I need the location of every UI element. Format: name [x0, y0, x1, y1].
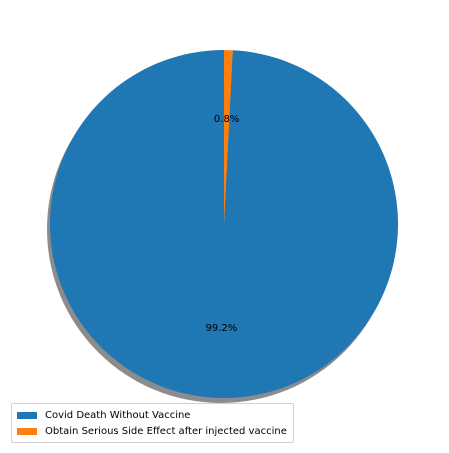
- legend-label-covid-death: Covid Death Without Vaccine: [45, 409, 191, 421]
- legend-swatch-covid-death: [17, 411, 37, 419]
- legend-label-side-effect: Obtain Serious Side Effect after injecte…: [45, 425, 287, 437]
- pie-slice-side-effect: [224, 50, 233, 224]
- pie-slice-covid-death: [49, 50, 398, 399]
- pie-labels: 99.2% 0.8%: [205, 114, 239, 334]
- pie-label-covid-death: 99.2%: [205, 323, 237, 334]
- legend-item-covid-death: Covid Death Without Vaccine: [17, 407, 287, 423]
- pie-slices: [49, 50, 398, 399]
- legend-item-side-effect: Obtain Serious Side Effect after injecte…: [17, 423, 287, 439]
- legend-swatch-side-effect: [17, 427, 37, 435]
- legend: Covid Death Without Vaccine Obtain Serio…: [11, 403, 294, 443]
- pie-label-side-effect: 0.8%: [214, 114, 239, 125]
